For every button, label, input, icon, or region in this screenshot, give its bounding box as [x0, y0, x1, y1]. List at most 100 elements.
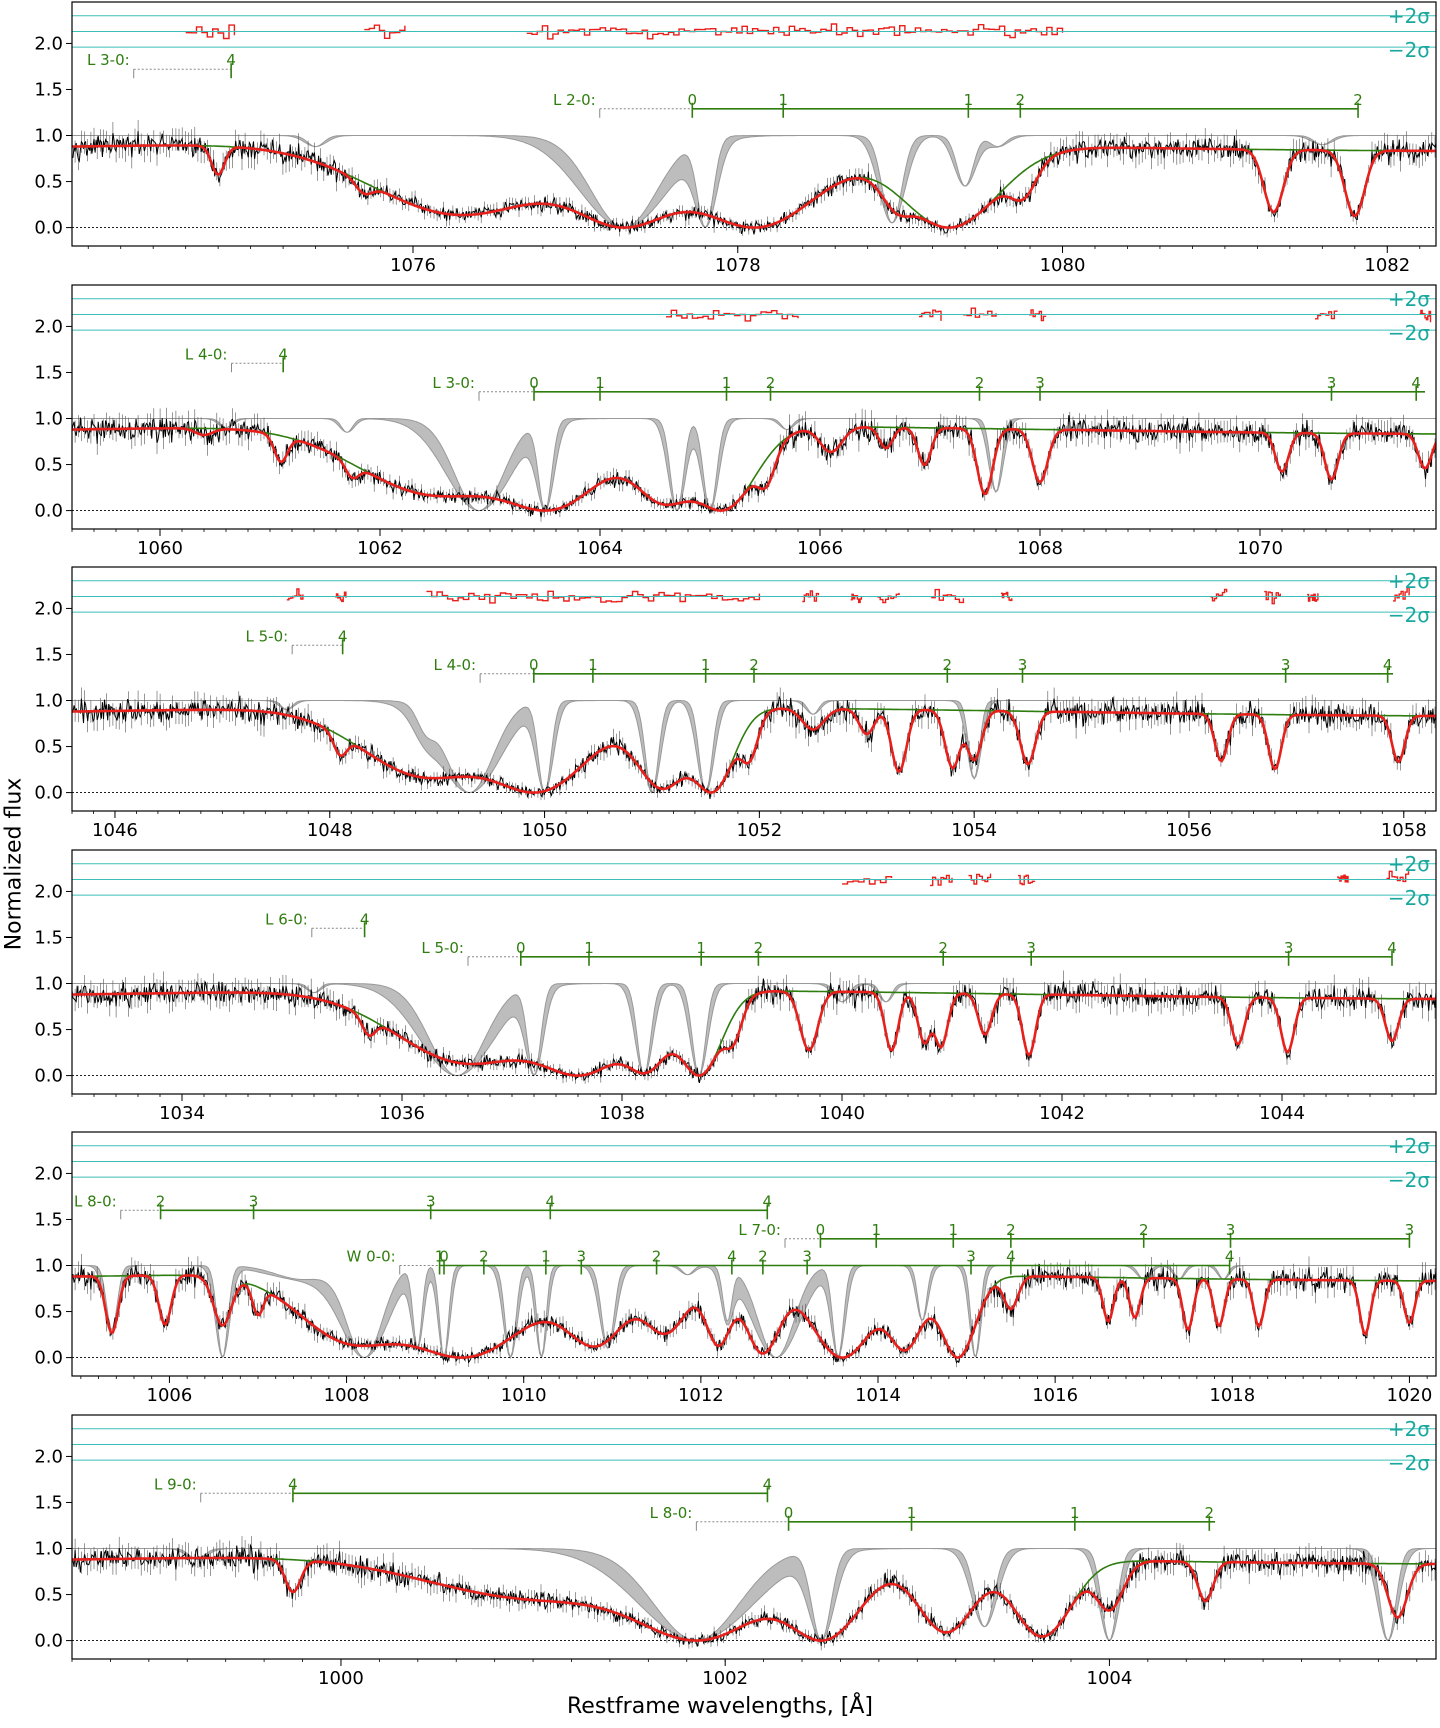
line-id-label: L 6-0:: [265, 910, 308, 928]
x-tick-label: 1012: [678, 1385, 724, 1406]
line-id-tick-label: 2: [479, 1248, 489, 1266]
x-tick-label: 1058: [1381, 820, 1427, 841]
line-id-tick-label: 2: [1139, 1221, 1149, 1239]
x-tick-label: 1060: [137, 538, 183, 559]
y-tick-label: 0.5: [34, 172, 63, 193]
y-tick-label: 1.5: [34, 1209, 63, 1230]
y-tick-label: 1.5: [34, 927, 63, 948]
component-profile-band: [72, 1548, 1436, 1642]
line-id-tick-label: 2: [1353, 91, 1363, 109]
y-tick-label: 1.5: [34, 362, 63, 383]
y-tick-label: 0.0: [34, 1066, 63, 1087]
x-tick-label: 1016: [1032, 1385, 1078, 1406]
line-id-tick-label: 0: [816, 1221, 826, 1239]
line-id-label: L 2-0:: [553, 91, 596, 109]
y-tick-label: 1.5: [34, 644, 63, 665]
line-id-tick-label: 1: [964, 91, 974, 109]
line-id-tick-label: 3: [1405, 1221, 1415, 1239]
total-model: [72, 1556, 1436, 1642]
line-id-tick-label: 0: [688, 91, 698, 109]
line-id-tick-label: 3: [1226, 1221, 1236, 1239]
line-id-label: L 3-0:: [432, 374, 475, 392]
x-tick-label: 1002: [702, 1668, 748, 1689]
line-id-tick-label: 1: [907, 1504, 917, 1522]
residual-trace: [666, 309, 799, 322]
x-tick-label: 1052: [736, 820, 782, 841]
h2-component-model: [72, 426, 1436, 512]
y-tick-label: 2.0: [34, 598, 63, 619]
y-tick-label: 0.0: [34, 501, 63, 522]
y-tick-label: 2.0: [34, 33, 63, 54]
panel-4: L 6-0: 4 L 5-0: 0 1 1 2 2 3 3 4 0.0 0.5 1.0 1.5 2.0 1034…: [34, 849, 1437, 1124]
y-tick-label: 2.0: [34, 316, 63, 337]
line-id-tick-label: 2: [758, 1248, 768, 1266]
residual-trace: [963, 307, 997, 318]
line-id-tick-label: 1: [588, 656, 598, 674]
panel-frame: [71, 566, 1437, 812]
line-id-tick-label: 3: [1281, 656, 1291, 674]
line-id-tick-label: 0: [516, 939, 526, 957]
observed-spectrum: [72, 695, 1436, 800]
plot-area: [72, 586, 1436, 801]
y-tick-label: 0.5: [34, 1302, 63, 1323]
panel-frame: [71, 1, 1437, 247]
panel-1: L 3-0: 4 L 2-0: 0 1 1 2 2 0.0 0.5 1.0 1.5 2.0 1076 107…: [34, 1, 1437, 276]
line-id-tick-label: 2: [652, 1248, 662, 1266]
line-id-tick-label: 1: [541, 1248, 551, 1266]
x-tick-label: 1006: [147, 1385, 193, 1406]
line-id-tick-label: 0: [784, 1504, 794, 1522]
residual-trace: [842, 876, 893, 885]
total-model: [72, 426, 1436, 512]
flux-errorbars: [72, 120, 1436, 238]
line-id-system: L 3-0: 4: [87, 51, 236, 79]
residual-trace: [1018, 874, 1036, 886]
panel-5: L 8-0: 2 3 3 4 4L 7-0: 0 1 1 2 2 3 3W 0-0: 10 2 1 3 2 4 2 3 3…: [34, 1131, 1437, 1406]
line-id-tick-label: 3: [249, 1192, 259, 1210]
line-id-tick-label: 1: [435, 1248, 445, 1266]
component-profile-band: [72, 700, 1436, 794]
residual-trace: [286, 588, 304, 601]
x-tick-label: 1010: [501, 1385, 547, 1406]
sigma-minus-label: −2σ: [1388, 321, 1430, 345]
line-id-tick-label: 3: [802, 1248, 812, 1266]
line-id-tick-label: 4: [288, 1475, 298, 1493]
x-tick-label: 1046: [92, 820, 138, 841]
line-id-tick-label: 1: [595, 374, 605, 392]
x-tick-label: 1038: [599, 1103, 645, 1124]
x-tick-label: 1078: [715, 255, 761, 276]
y-tick-label: 2.0: [34, 881, 63, 902]
line-id-system: L 2-0: 0 1 1 2 2: [553, 91, 1363, 118]
sigma-plus-label: +2σ: [1388, 852, 1430, 876]
line-id-system: L 3-0: 0 1 1 2 2 3 3 4: [432, 374, 1425, 401]
y-tick-label: 0.0: [34, 1348, 63, 1369]
residual-trace: [802, 590, 820, 603]
y-tick-label: 1.0: [34, 1539, 63, 1560]
residual-trace: [1315, 310, 1338, 320]
residual-trace: [335, 591, 347, 603]
line-id-tick-label: 4: [1006, 1248, 1016, 1266]
line-id-system: L 8-0: 2 3 3 4 4: [74, 1192, 772, 1220]
line-id-label: W 0-0:: [347, 1248, 396, 1266]
residual-trace: [1001, 591, 1013, 602]
x-tick-label: 1020: [1387, 1385, 1433, 1406]
panel-frame: [71, 849, 1437, 1095]
flux-errorbars: [72, 407, 1436, 522]
line-id-tick-label: 2: [1016, 91, 1026, 109]
line-id-system: L 5-0: 4: [245, 627, 347, 655]
y-tick-label: 1.5: [34, 79, 63, 100]
x-tick-label: 1068: [1017, 538, 1063, 559]
panel-frame: [71, 1414, 1437, 1660]
line-id-tick-label: 4: [1411, 374, 1421, 392]
y-tick-label: 1.0: [34, 126, 63, 147]
line-id-tick-label: 4: [360, 910, 370, 928]
component-profile-band: [72, 982, 1436, 1077]
x-tick-label: 1000: [318, 1668, 364, 1689]
residual-trace: [426, 590, 761, 604]
line-id-system: L 9-0: 4 4: [154, 1475, 772, 1503]
sigma-plus-label: +2σ: [1388, 287, 1430, 311]
line-id-tick-label: 0: [529, 374, 539, 392]
component-profile-band: [72, 1264, 1436, 1360]
line-id-tick-label: 4: [546, 1192, 556, 1210]
x-tick-label: 1048: [307, 820, 353, 841]
